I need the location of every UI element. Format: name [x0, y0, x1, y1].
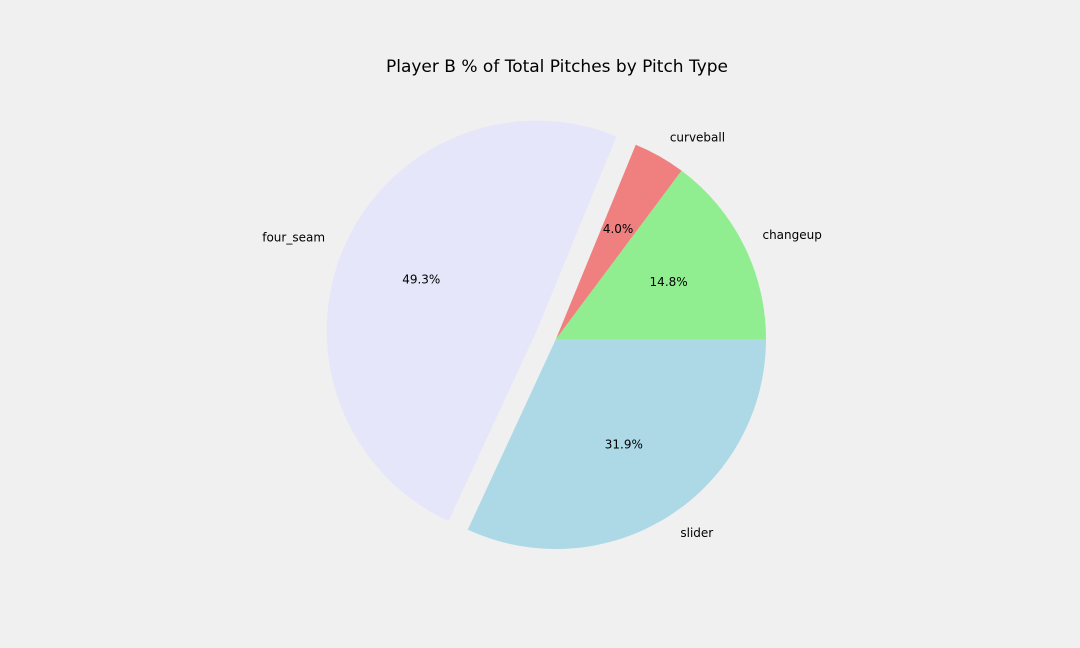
slice-percent-changeup: 14.8%: [650, 275, 688, 289]
chart-title: Player B % of Total Pitches by Pitch Typ…: [386, 57, 728, 77]
slice-percent-four_seam: 49.3%: [402, 273, 440, 287]
pie-slice-changeup: [556, 170, 766, 339]
slice-label-curveball: curveball: [670, 130, 725, 144]
pie-slices: [326, 120, 766, 549]
slice-percent-slider: 31.9%: [605, 438, 643, 452]
slice-label-slider: slider: [680, 526, 713, 540]
pie-slice-curveball: [556, 144, 682, 339]
slice-percent-curveball: 4.0%: [603, 222, 634, 236]
pie-labels: changeup 14.8% curveball 4.0% four_seam 49.3%…: [262, 130, 822, 540]
slice-label-four_seam: four_seam: [262, 231, 325, 245]
pie-slice-slider: [467, 339, 766, 549]
pie-slice-four_seam: [326, 120, 617, 522]
slice-label-changeup: changeup: [762, 228, 821, 242]
